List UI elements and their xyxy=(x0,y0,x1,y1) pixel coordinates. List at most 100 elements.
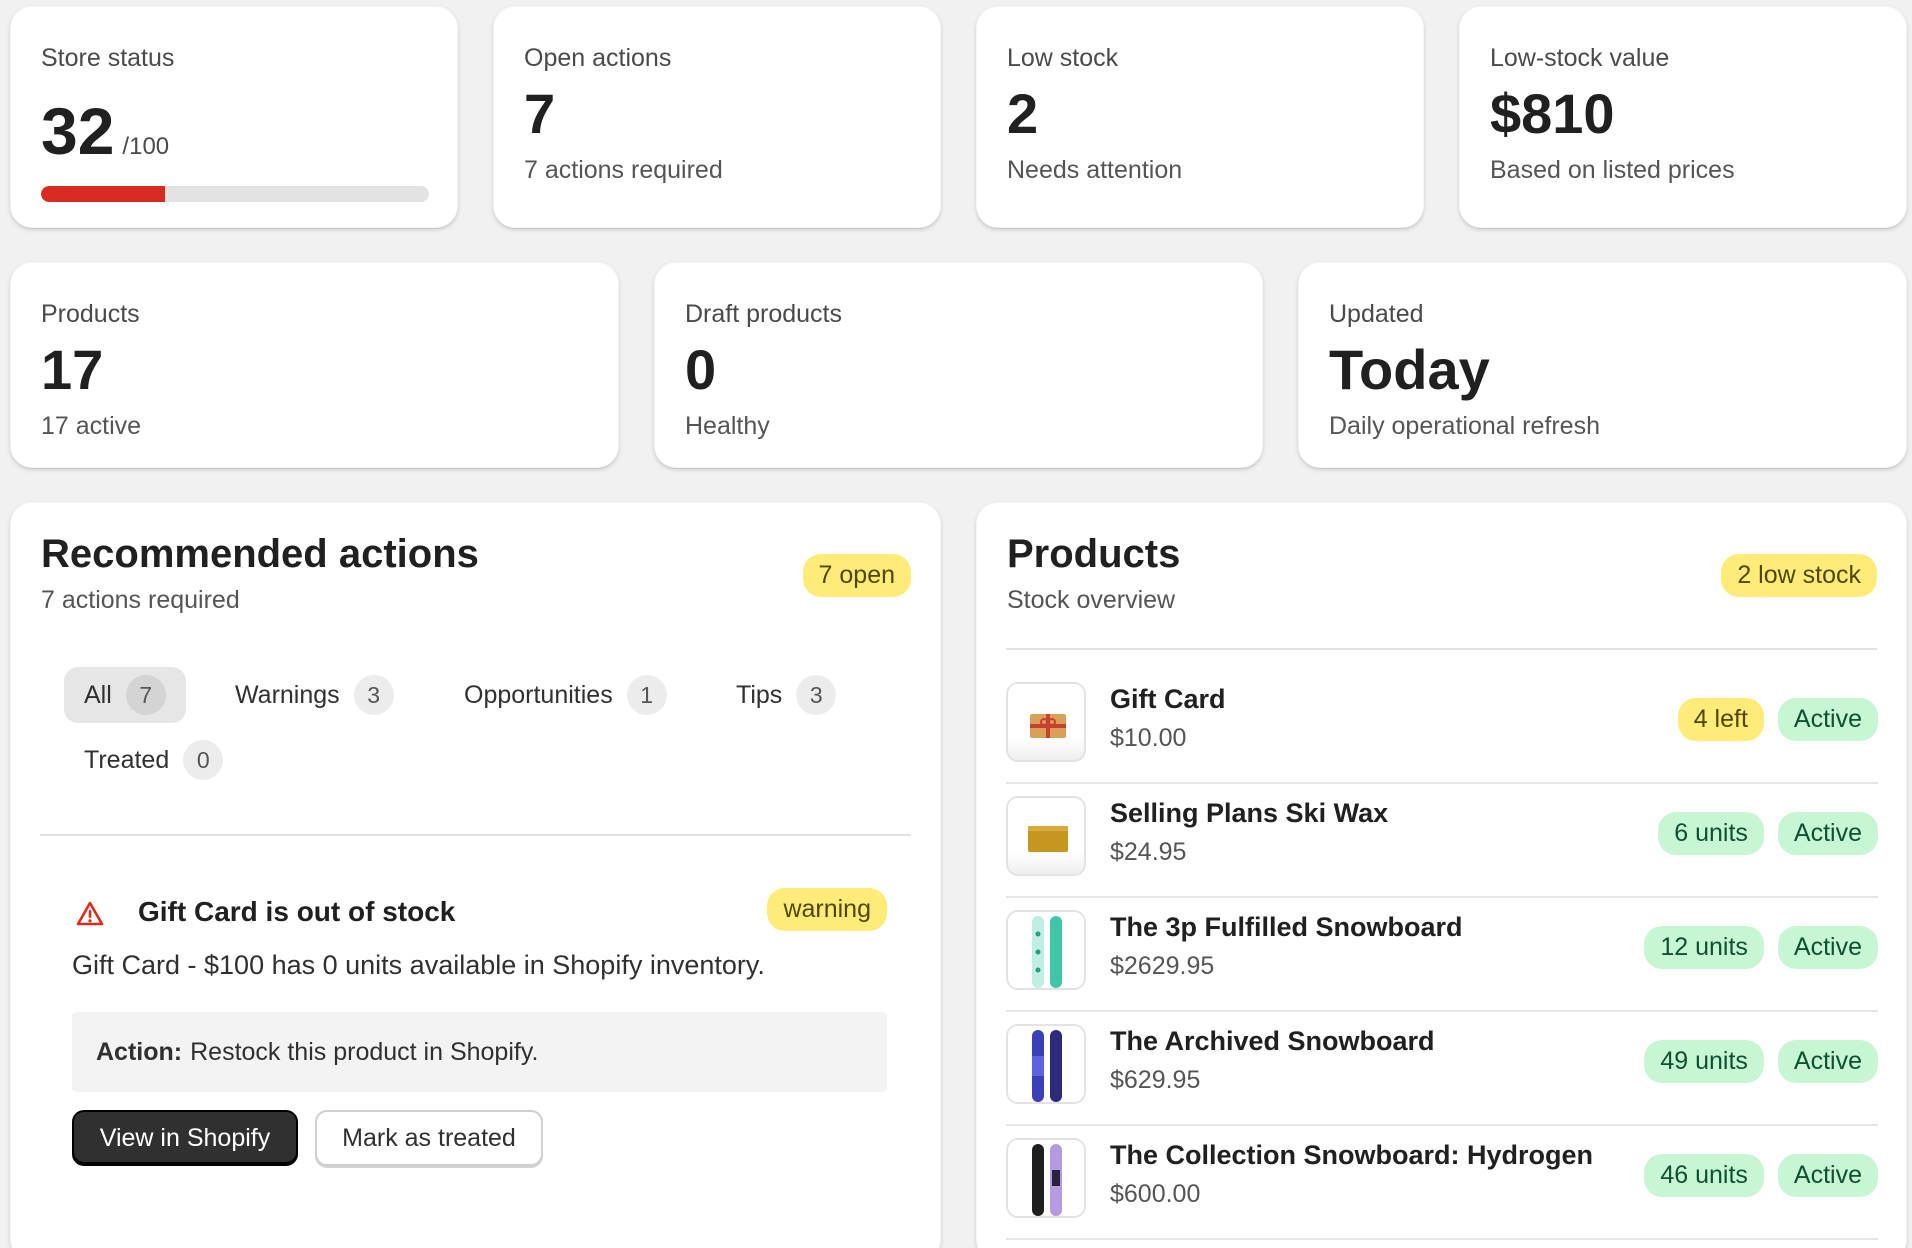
action-instruction-label: Action: xyxy=(96,1037,183,1066)
product-row[interactable]: Gift Card $10.00 4 left Active xyxy=(1006,670,1878,784)
low-stock-value-label: Low-stock value xyxy=(1490,44,1670,72)
snowboard-blue-icon xyxy=(1006,1024,1086,1104)
row-separator xyxy=(1006,1238,1878,1240)
product-row[interactable]: The Archived Snowboard $629.95 49 units … xyxy=(1006,1012,1878,1126)
product-name: The 3p Fulfilled Snowboard xyxy=(1110,912,1463,942)
updated-card: Updated Today Daily operational refresh xyxy=(1298,262,1907,468)
action-item-description: Gift Card - $100 has 0 units available i… xyxy=(72,950,765,980)
tab-tips[interactable]: Tips 3 xyxy=(716,667,856,723)
open-actions-label: Open actions xyxy=(524,44,672,72)
products-divider xyxy=(1006,648,1877,650)
products-count-label: Products xyxy=(41,300,140,328)
tab-warnings[interactable]: Warnings 3 xyxy=(215,667,414,723)
stock-badge: 6 units xyxy=(1658,812,1764,856)
open-actions-card: Open actions 7 7 actions required xyxy=(493,6,941,228)
product-badges: 4 left Active xyxy=(1677,698,1878,742)
products-panel: Products Stock overview 2 low stock Gift… xyxy=(976,502,1907,1248)
draft-products-card: Draft products 0 Healthy xyxy=(654,262,1263,468)
tab-treated[interactable]: Treated 0 xyxy=(64,732,243,788)
product-price: $629.95 xyxy=(1110,1066,1201,1094)
draft-products-value: 0 xyxy=(685,338,717,401)
store-score-value: 32 xyxy=(41,94,115,168)
product-price: $2629.95 xyxy=(1110,952,1215,980)
tab-all[interactable]: All 7 xyxy=(64,667,186,723)
product-row[interactable]: The 3p Fulfilled Snowboard $2629.95 12 u… xyxy=(1006,898,1878,1012)
row-separator xyxy=(1006,896,1878,898)
open-actions-value: 7 xyxy=(524,82,556,145)
store-score-progress-fill xyxy=(41,186,166,202)
view-in-shopify-button[interactable]: View in Shopify xyxy=(72,1110,298,1166)
action-item-title: Gift Card is out of stock xyxy=(138,896,456,927)
store-status-label: Store status xyxy=(41,44,175,72)
product-badges: 49 units Active xyxy=(1644,1040,1878,1084)
status-badge: Active xyxy=(1777,1154,1878,1198)
mark-as-treated-button[interactable]: Mark as treated xyxy=(315,1110,543,1166)
low-stock-badge-wrap: 2 low stock xyxy=(1721,554,1877,598)
low-stock-value-sub: Based on listed prices xyxy=(1490,156,1735,184)
tab-treated-label: Treated xyxy=(84,745,170,774)
product-price: $24.95 xyxy=(1110,838,1187,866)
product-badges: 46 units Active xyxy=(1644,1154,1878,1198)
product-badges: 6 units Active xyxy=(1658,812,1878,856)
tab-warnings-label: Warnings xyxy=(235,680,340,709)
product-price: $600.00 xyxy=(1110,1180,1201,1208)
product-name: Gift Card xyxy=(1110,684,1226,714)
product-row[interactable]: Selling Plans Ski Wax $24.95 6 units Act… xyxy=(1006,784,1878,898)
tab-tips-label: Tips xyxy=(736,680,783,709)
low-stock-sub: Needs attention xyxy=(1007,156,1183,184)
updated-value: Today xyxy=(1329,338,1490,401)
updated-sub: Daily operational refresh xyxy=(1329,412,1600,440)
low-stock-value-amount: $810 xyxy=(1490,82,1615,145)
ski-wax-icon xyxy=(1006,796,1086,876)
low-stock-badge: 2 low stock xyxy=(1721,554,1877,598)
product-badges: 12 units Active xyxy=(1644,926,1878,970)
open-actions-sub: 7 actions required xyxy=(524,156,723,184)
warning-triangle-icon xyxy=(76,900,104,928)
tab-opportunities[interactable]: Opportunities 1 xyxy=(444,667,687,723)
status-badge: Active xyxy=(1777,926,1878,970)
draft-products-sub: Healthy xyxy=(685,412,770,440)
low-stock-value: 2 xyxy=(1007,82,1039,145)
gift-card-icon xyxy=(1006,682,1086,762)
open-count-badge: 7 open xyxy=(802,554,911,598)
row-separator xyxy=(1006,782,1878,784)
tab-opportunities-label: Opportunities xyxy=(464,680,613,709)
products-count-sub: 17 active xyxy=(41,412,142,440)
stock-badge: 4 left xyxy=(1677,698,1764,742)
products-panel-subtitle: Stock overview xyxy=(1007,586,1176,614)
products-panel-title: Products xyxy=(1007,532,1181,576)
product-name: The Archived Snowboard xyxy=(1110,1026,1435,1056)
low-stock-value-card: Low-stock value $810 Based on listed pri… xyxy=(1459,6,1907,228)
status-badge: Active xyxy=(1777,812,1878,856)
product-row[interactable]: The Collection Snowboard: Hydrogen $600.… xyxy=(1006,1126,1878,1240)
tab-tips-count: 3 xyxy=(796,675,837,715)
status-badge: Active xyxy=(1777,698,1878,742)
updated-label: Updated xyxy=(1329,300,1424,328)
low-stock-card: Low stock 2 Needs attention xyxy=(976,6,1424,228)
product-name: Selling Plans Ski Wax xyxy=(1110,798,1389,828)
recommended-actions-title: Recommended actions xyxy=(41,532,479,576)
snowboard-teal-icon xyxy=(1006,910,1086,990)
tab-all-label: All xyxy=(84,680,112,709)
low-stock-label: Low stock xyxy=(1007,44,1119,72)
store-status-card: Store status 32 /100 xyxy=(10,6,458,228)
tab-all-count: 7 xyxy=(125,675,166,715)
tab-opportunities-count: 1 xyxy=(626,675,667,715)
store-score-denominator: /100 xyxy=(122,133,170,160)
action-item: Gift Card is out of stock warning Gift C… xyxy=(72,888,887,1218)
product-name: The Collection Snowboard: Hydrogen xyxy=(1110,1140,1594,1170)
status-badge: Active xyxy=(1777,1040,1878,1084)
open-count-badge-wrap: 7 open xyxy=(802,554,911,598)
severity-badge: warning xyxy=(767,888,887,932)
snowboard-hydrogen-icon xyxy=(1006,1138,1086,1218)
store-score-progress xyxy=(41,186,429,202)
products-count-card: Products 17 17 active xyxy=(10,262,619,468)
row-separator xyxy=(1006,1124,1878,1126)
action-instruction-box: Action: Restock this product in Shopify. xyxy=(72,1012,887,1092)
action-instruction-text: Restock this product in Shopify. xyxy=(190,1037,539,1066)
tab-treated-count: 0 xyxy=(183,740,224,780)
row-separator xyxy=(1006,1010,1878,1012)
severity-badge-wrap: warning xyxy=(767,888,887,932)
stock-badge: 46 units xyxy=(1644,1154,1764,1198)
actions-divider xyxy=(40,834,911,836)
